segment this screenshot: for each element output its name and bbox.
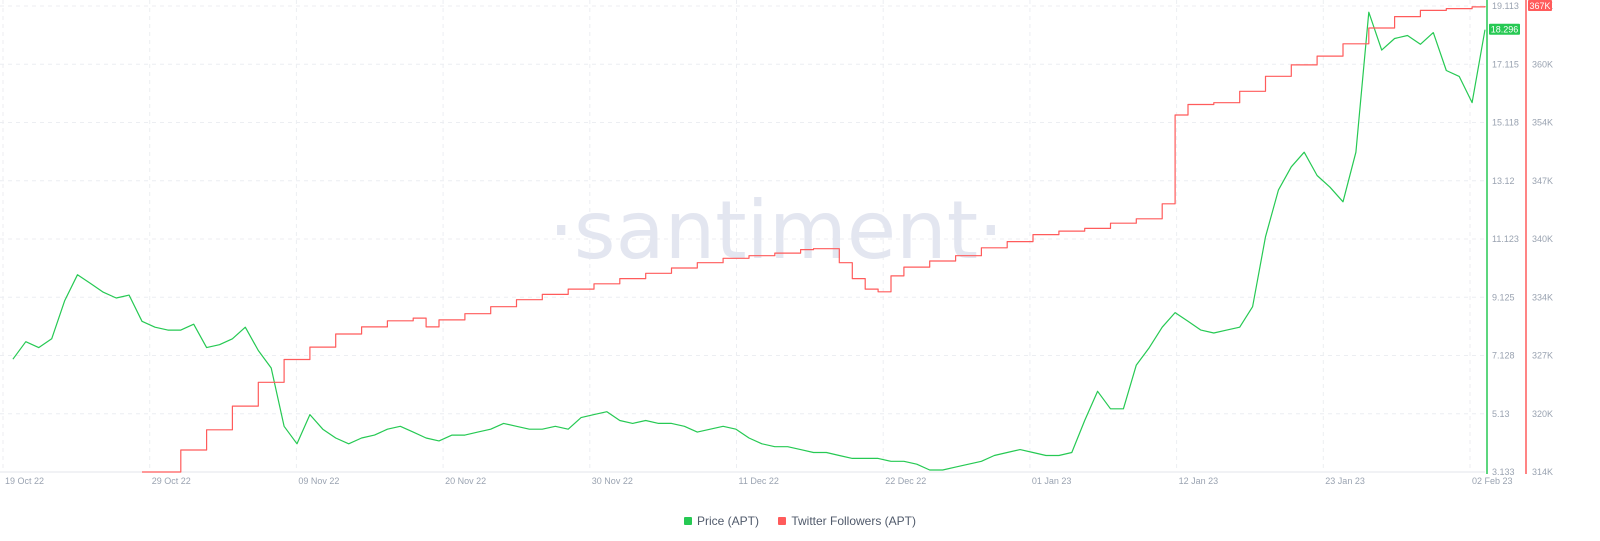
x-tick-label: 02 Feb 23	[1472, 476, 1513, 486]
x-tick-label: 11 Dec 22	[739, 476, 779, 486]
followers-swatch-icon	[778, 517, 787, 525]
followers-tick-label: 347K	[1532, 176, 1553, 186]
price-last-value: 18.296	[1491, 25, 1519, 35]
price-swatch-icon	[683, 517, 692, 525]
followers-tick-label: 340K	[1532, 234, 1553, 244]
followers-tick-label: 320K	[1532, 409, 1553, 419]
last-value-labels: 18.296 367K	[1489, 0, 1552, 35]
x-tick-label: 29 Oct 22	[152, 476, 191, 486]
price-tick-label: 13.12	[1492, 176, 1515, 186]
followers-axis: 367K 360K 354K 347K 340K 334K 327K 320K 314K	[1525, 0, 1553, 477]
x-tick-label: 22 Dec 22	[885, 476, 926, 486]
price-last-value-badge	[1489, 23, 1520, 35]
x-tick-label: 23 Jan 23	[1325, 476, 1365, 486]
price-tick-label: 7.128	[1492, 351, 1515, 361]
legend-label-followers: Twitter Followers (APT)	[791, 514, 917, 528]
followers-series-line	[142, 6, 1486, 473]
price-tick-label: 3.133	[1492, 467, 1515, 477]
price-tick-label: 17.115	[1492, 59, 1519, 69]
x-tick-label: 01 Jan 23	[1032, 476, 1072, 486]
followers-tick-label: 314K	[1532, 467, 1553, 477]
price-tick-label: 11.123	[1492, 234, 1519, 244]
legend-item-followers[interactable]: Twitter Followers (APT)	[778, 514, 916, 528]
followers-tick-label: 354K	[1532, 118, 1553, 128]
price-tick-label: 5.13	[1492, 409, 1510, 419]
x-tick-label: 20 Nov 22	[445, 476, 486, 486]
watermark: ·santiment·	[548, 184, 1003, 277]
price-tick-label: 15.118	[1492, 118, 1519, 128]
legend: Price (APT) Twitter Followers (APT)	[0, 514, 1600, 528]
price-axis: 19.113 17.115 15.118 13.12 11.123 9.125 7.128 5…	[1486, 0, 1519, 477]
series-layer	[12, 6, 1486, 473]
price-series-line	[12, 11, 1486, 471]
x-tick-label: 30 Nov 22	[592, 476, 633, 486]
x-tick-label: 19 Oct 22	[5, 476, 44, 486]
price-tick-label: 19.113	[1492, 1, 1519, 11]
price-tick-label: 9.125	[1492, 292, 1515, 302]
followers-tick-label: 360K	[1532, 59, 1553, 69]
grid	[0, 0, 1485, 473]
followers-tick-label: 327K	[1532, 351, 1553, 361]
followers-last-value: 367K	[1529, 1, 1550, 11]
legend-item-price[interactable]: Price (APT)	[683, 514, 759, 528]
x-tick-label: 12 Jan 23	[1179, 476, 1219, 486]
followers-tick-label: 334K	[1532, 292, 1553, 302]
x-axis: 19 Oct 22 29 Oct 22 09 Nov 22 20 Nov 22 30 N…	[0, 471, 1513, 486]
x-tick-label: 09 Nov 22	[298, 476, 339, 486]
followers-last-value-badge	[1528, 0, 1552, 11]
legend-label-price: Price (APT)	[696, 514, 759, 528]
